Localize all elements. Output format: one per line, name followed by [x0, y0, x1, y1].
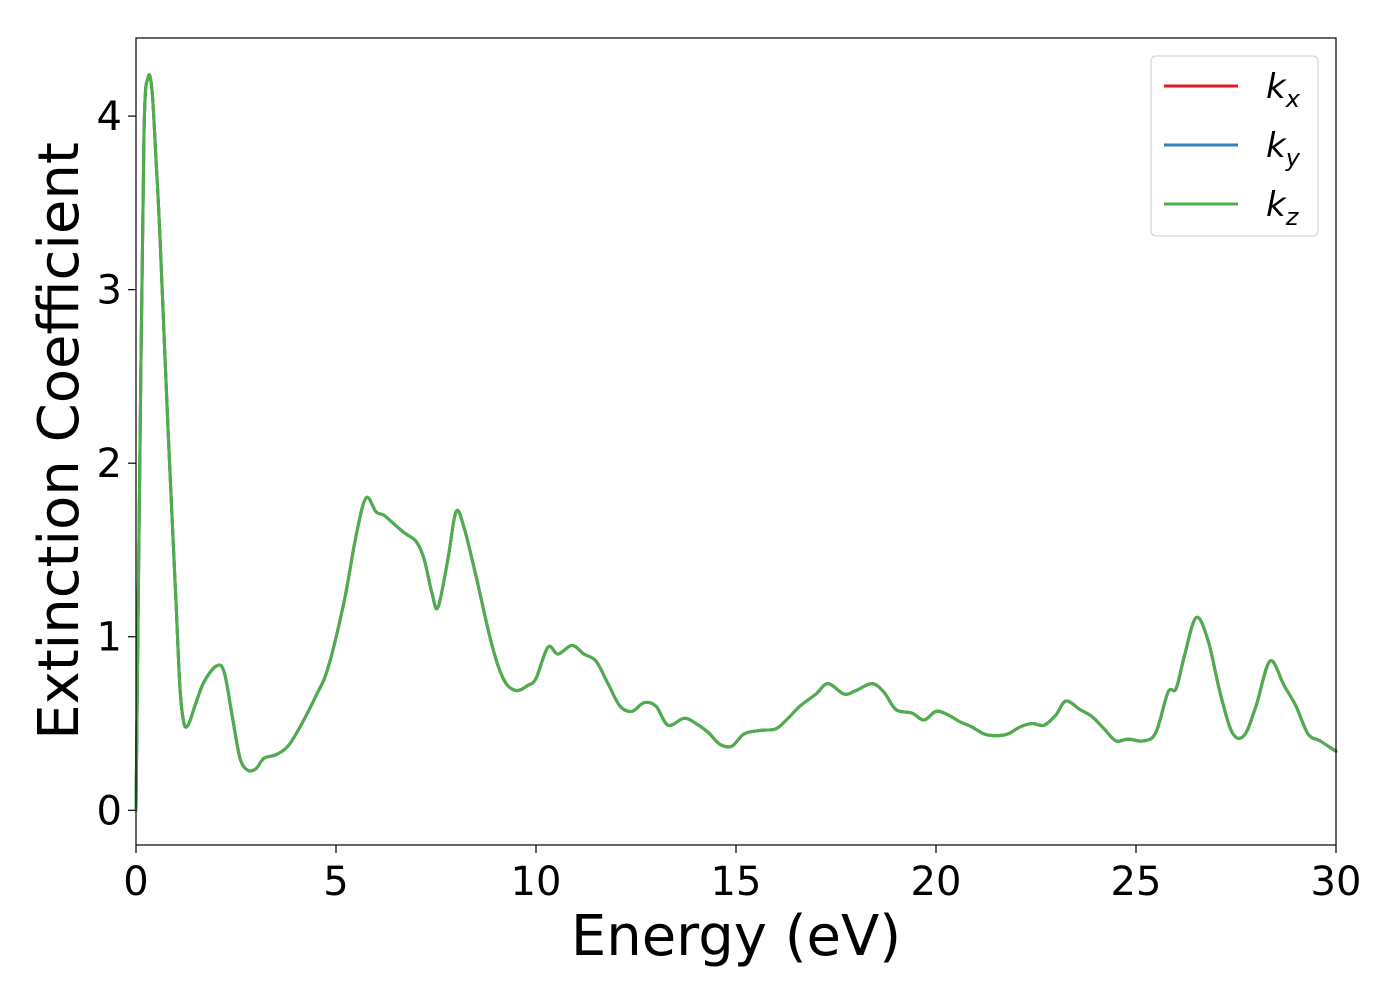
x-tick-label: 10: [511, 859, 562, 905]
x-axis: 0 5 10 15 20 25 30: [123, 845, 1361, 905]
y-tick-label: 4: [97, 94, 122, 140]
y-tick-label: 3: [97, 268, 122, 314]
y-axis-title: Extinction Coefficient: [27, 142, 92, 740]
x-axis-title: Energy (eV): [571, 904, 901, 969]
y-tick-label: 1: [97, 615, 122, 661]
x-tick-label: 20: [911, 859, 962, 905]
legend: kx ky kz: [1150, 55, 1319, 237]
y-tick-label: 0: [97, 788, 122, 834]
legend-label-ky: ky: [1266, 126, 1301, 172]
legend-label-kx: kx: [1266, 67, 1301, 113]
legend-label-kz: kz: [1266, 185, 1300, 231]
plot-lines: [134, 73, 1338, 812]
y-axis: 0 1 2 3 4: [97, 94, 136, 834]
x-tick-label: 15: [711, 859, 762, 905]
x-tick-label: 0: [123, 859, 148, 905]
x-tick-label: 25: [1111, 859, 1162, 905]
x-tick-label: 30: [1311, 859, 1362, 905]
y-tick-label: 2: [97, 441, 122, 487]
series-line-kz: [134, 73, 1338, 812]
x-tick-label: 5: [323, 859, 348, 905]
